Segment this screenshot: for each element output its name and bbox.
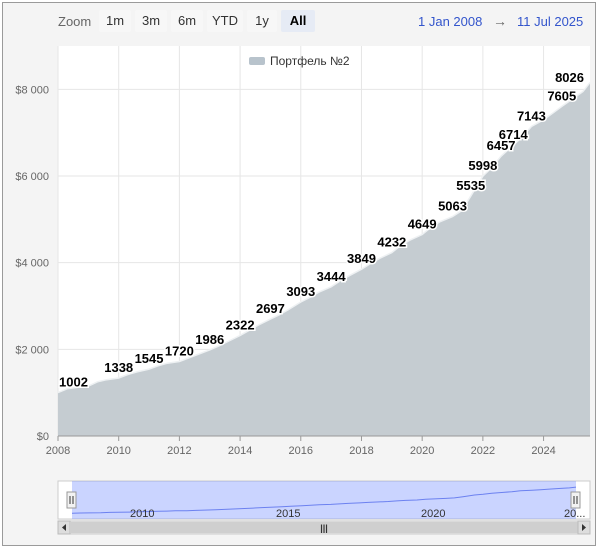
navigator-right-handle[interactable] (570, 491, 581, 509)
x-tick-label: 2008 (46, 445, 70, 457)
navigator-label-2020: 2020 (421, 508, 445, 520)
x-tick-label: 2016 (289, 445, 313, 457)
series-area-fill (58, 82, 590, 437)
data-label: 1338 (104, 360, 133, 375)
legend-label: Портфель №2 (270, 54, 350, 68)
x-tick-label: 2014 (228, 445, 252, 457)
scrollbar[interactable]: ||| (57, 520, 591, 535)
x-axis: 2008 2010 2012 2014 2016 2018 2020 2022 2024 (46, 435, 590, 457)
scrollbar-grip-icon: ||| (320, 523, 328, 533)
y-axis: $0 $2 000 $4 000 $6 000 $8 000 (15, 84, 49, 443)
range-selector-toolbar: Zoom 1m 3m 6m YTD 1y All 1 Jan 2008 → 11… (0, 0, 600, 44)
data-label: 4649 (408, 217, 437, 232)
data-label: 6714 (499, 127, 529, 142)
y-tick-label: $6 000 (15, 171, 49, 183)
x-tick-label: 2020 (410, 445, 434, 457)
zoom-3m-button[interactable]: 3m (135, 10, 167, 32)
y-tick-label: $2 000 (15, 344, 49, 356)
data-label: 8026 (555, 70, 584, 85)
data-label: 5063 (438, 199, 467, 214)
scroll-left-arrow-icon (62, 524, 66, 531)
data-label: 2322 (226, 317, 255, 332)
data-label: 1986 (195, 332, 224, 347)
x-tick-label: 2012 (167, 445, 191, 457)
navigator-label-2015: 2015 (276, 508, 300, 520)
navigator-left-handle[interactable] (66, 491, 77, 509)
navigator-selected-range[interactable] (72, 481, 576, 519)
zoom-label: Zoom (58, 14, 92, 29)
range-arrow: → (493, 13, 507, 29)
data-label: 1545 (135, 351, 164, 366)
zoom-1m-button[interactable]: 1m (99, 10, 131, 32)
y-tick-label: $4 000 (15, 258, 49, 270)
navigator[interactable]: 2010 2015 2020 20... (57, 480, 591, 520)
range-from-input[interactable]: 1 Jan 2008 (418, 14, 483, 29)
data-label: 4232 (377, 235, 406, 250)
data-label: 5998 (468, 158, 497, 173)
navigator-series-line (71, 486, 577, 514)
legend-swatch (249, 57, 265, 65)
zoom-ytd-button[interactable]: YTD (207, 10, 243, 32)
x-tick-label: 2024 (531, 445, 555, 457)
range-to-input[interactable]: 11 Jul 2025 (517, 14, 584, 29)
legend[interactable]: Портфель №2 (249, 54, 350, 68)
zoom-1y-button[interactable]: 1y (247, 10, 277, 32)
zoom-all-button[interactable]: All (281, 10, 315, 32)
data-label: 1720 (165, 343, 194, 358)
x-tick-label: 2018 (349, 445, 373, 457)
navigator-background (57, 480, 591, 520)
navigator-label-2010: 2010 (130, 508, 154, 520)
x-tick-label: 2010 (106, 445, 130, 457)
y-tick-label: $8 000 (15, 84, 49, 96)
data-label: 7143 (517, 108, 546, 123)
scrollbar-thumb[interactable] (70, 522, 578, 533)
data-label: 6457 (487, 138, 516, 153)
data-label: 3093 (286, 284, 315, 299)
data-label: 1002 (59, 375, 88, 390)
y-tick-label: $0 (37, 431, 49, 443)
data-label: 2697 (256, 301, 285, 316)
x-tick-label: 2022 (471, 445, 495, 457)
data-label: 7605 (547, 88, 576, 103)
data-label: 5535 (456, 178, 485, 193)
data-label: 3444 (317, 269, 347, 284)
zoom-6m-button[interactable]: 6m (171, 10, 203, 32)
navigator-label-end: 20... (564, 508, 585, 520)
scroll-right-arrow-icon (582, 524, 586, 531)
data-label: 3849 (347, 251, 376, 266)
series-line (57, 81, 591, 394)
series-area[interactable] (57, 81, 591, 437)
data-labels: 1002 133815451720198623222697309334443849… (58, 69, 586, 391)
